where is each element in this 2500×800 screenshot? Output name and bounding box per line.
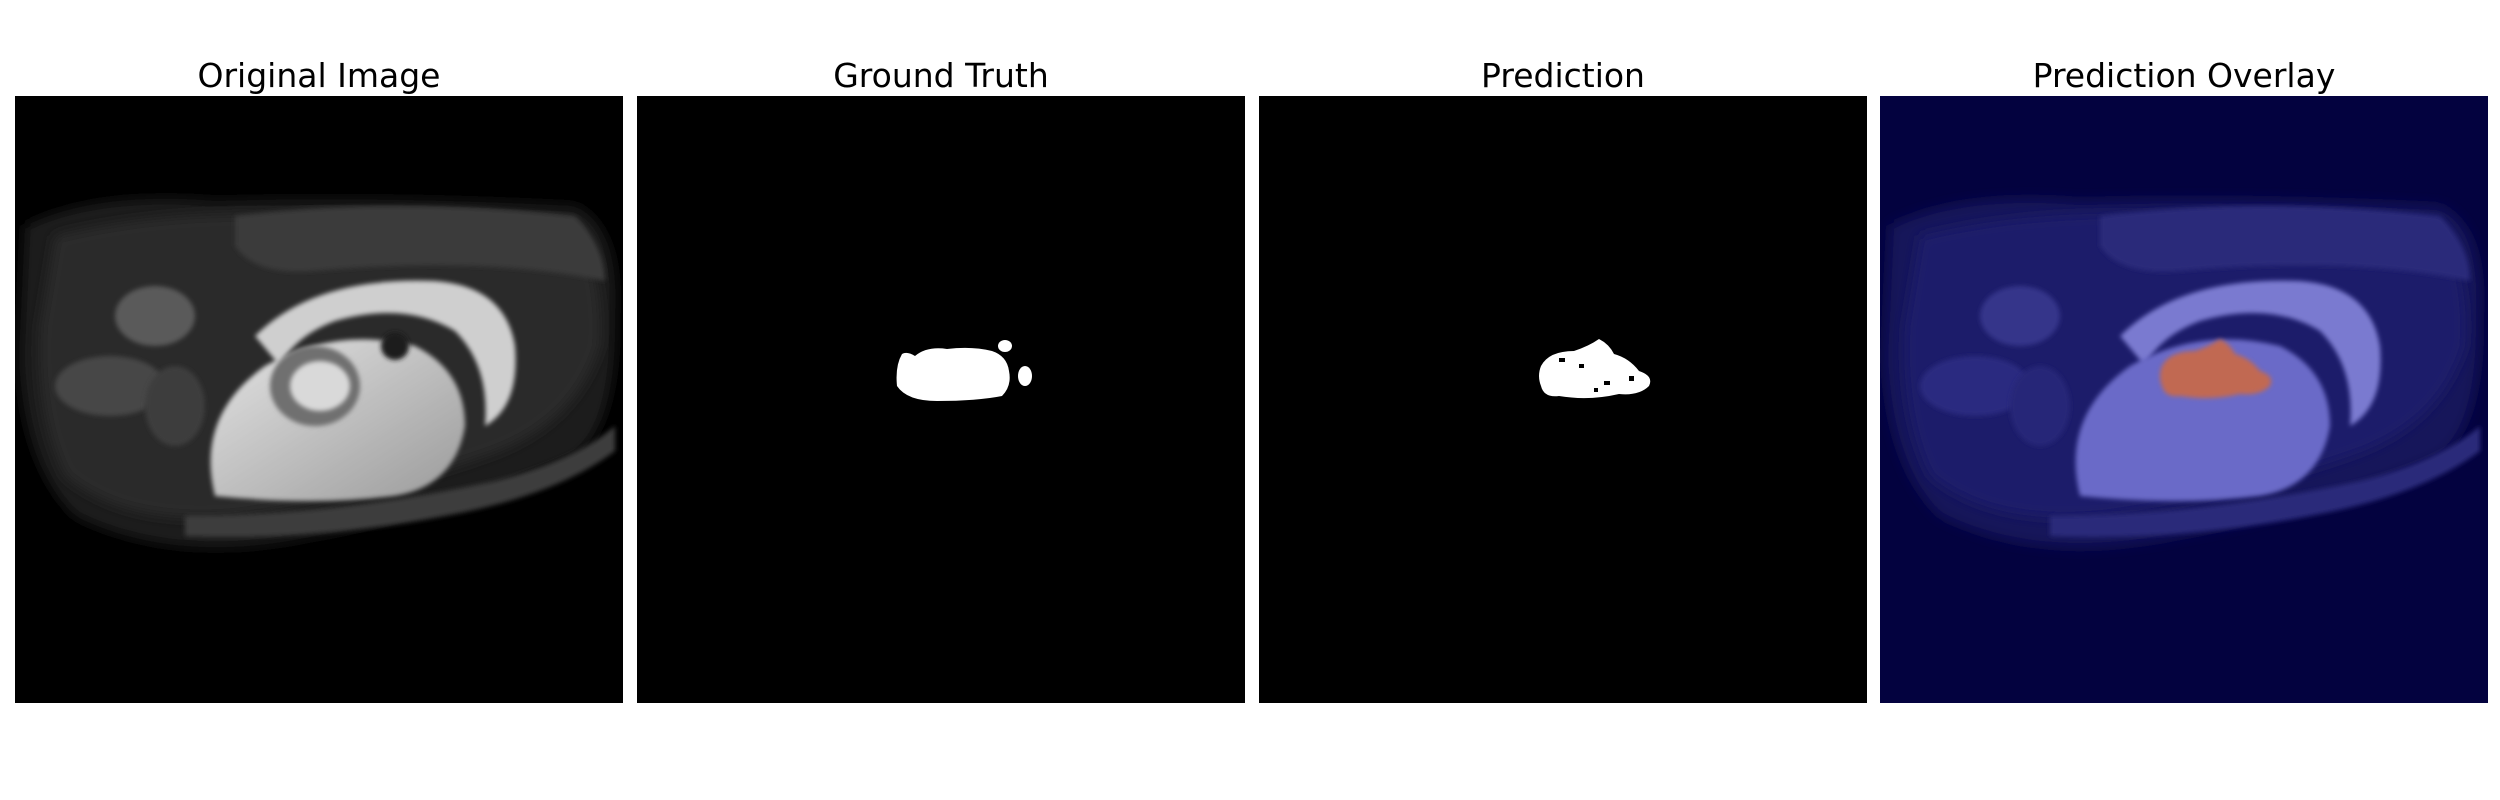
panel-title: Ground Truth [833, 56, 1049, 95]
prediction-overlay-image [1880, 96, 2488, 703]
panel-title: Original Image [197, 56, 441, 95]
prediction-mask [1259, 96, 1867, 703]
panel-title: Prediction Overlay [2032, 56, 2336, 95]
ground-truth-mask [637, 96, 1245, 703]
mri-slice-image [15, 96, 623, 703]
panel-prediction-overlay: Prediction Overlay [1880, 0, 2488, 800]
panel-prediction: Prediction [1259, 0, 1867, 800]
panel-original-image: Original Image [15, 0, 623, 800]
panel-title: Prediction [1481, 56, 1645, 95]
panel-ground-truth: Ground Truth [637, 0, 1245, 800]
